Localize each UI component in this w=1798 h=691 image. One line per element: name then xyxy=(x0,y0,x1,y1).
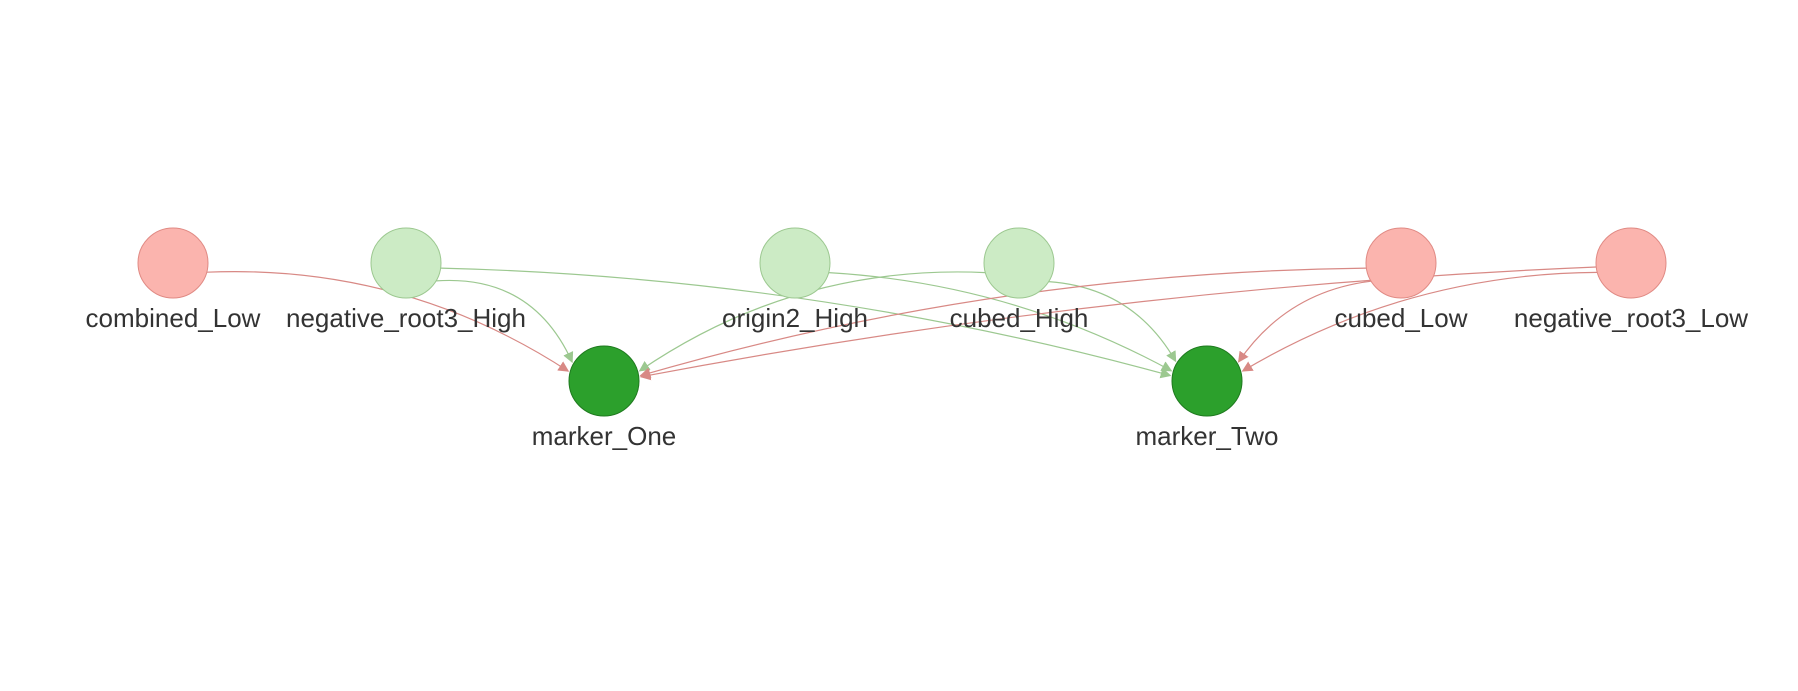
node-label-marker_Two: marker_Two xyxy=(1135,421,1278,451)
node-cubed_Low[interactable] xyxy=(1365,227,1437,299)
node-label-origin2_High: origin2_High xyxy=(722,303,868,333)
nodes-layer xyxy=(137,227,1667,417)
labels-layer: combined_Low negative_root3_High origin2_H… xyxy=(86,303,1749,451)
node-label-cubed_Low: cubed_Low xyxy=(1335,303,1468,333)
node-label-combined_Low: combined_Low xyxy=(86,303,261,333)
edge-negative_root3_High-to-marker_One xyxy=(436,279,574,364)
node-label-marker_One: marker_One xyxy=(532,421,677,451)
edge-cubed_Low-to-marker_One xyxy=(639,267,1367,379)
node-negative_root3_Low[interactable] xyxy=(1595,227,1667,299)
edge-negative_root3_High-to-marker_Two xyxy=(440,267,1172,379)
edge-cubed_Low-to-marker_Two xyxy=(1237,280,1372,363)
edge-origin2_High-to-marker_Two xyxy=(828,272,1173,372)
node-negative_root3_High[interactable] xyxy=(370,227,442,299)
edge-negative_root3_Low-to-marker_One xyxy=(639,266,1597,381)
edge-cubed_High-to-marker_Two xyxy=(1048,281,1177,363)
node-origin2_High[interactable] xyxy=(759,227,831,299)
edge-negative_root3_Low-to-marker_Two xyxy=(1241,271,1598,372)
node-label-negative_root3_Low: negative_root3_Low xyxy=(1514,303,1748,333)
node-marker_One[interactable] xyxy=(568,345,640,417)
node-label-cubed_High: cubed_High xyxy=(950,303,1089,333)
node-label-negative_root3_High: negative_root3_High xyxy=(286,303,526,333)
node-combined_Low[interactable] xyxy=(137,227,209,299)
node-cubed_High[interactable] xyxy=(983,227,1055,299)
node-marker_Two[interactable] xyxy=(1171,345,1243,417)
